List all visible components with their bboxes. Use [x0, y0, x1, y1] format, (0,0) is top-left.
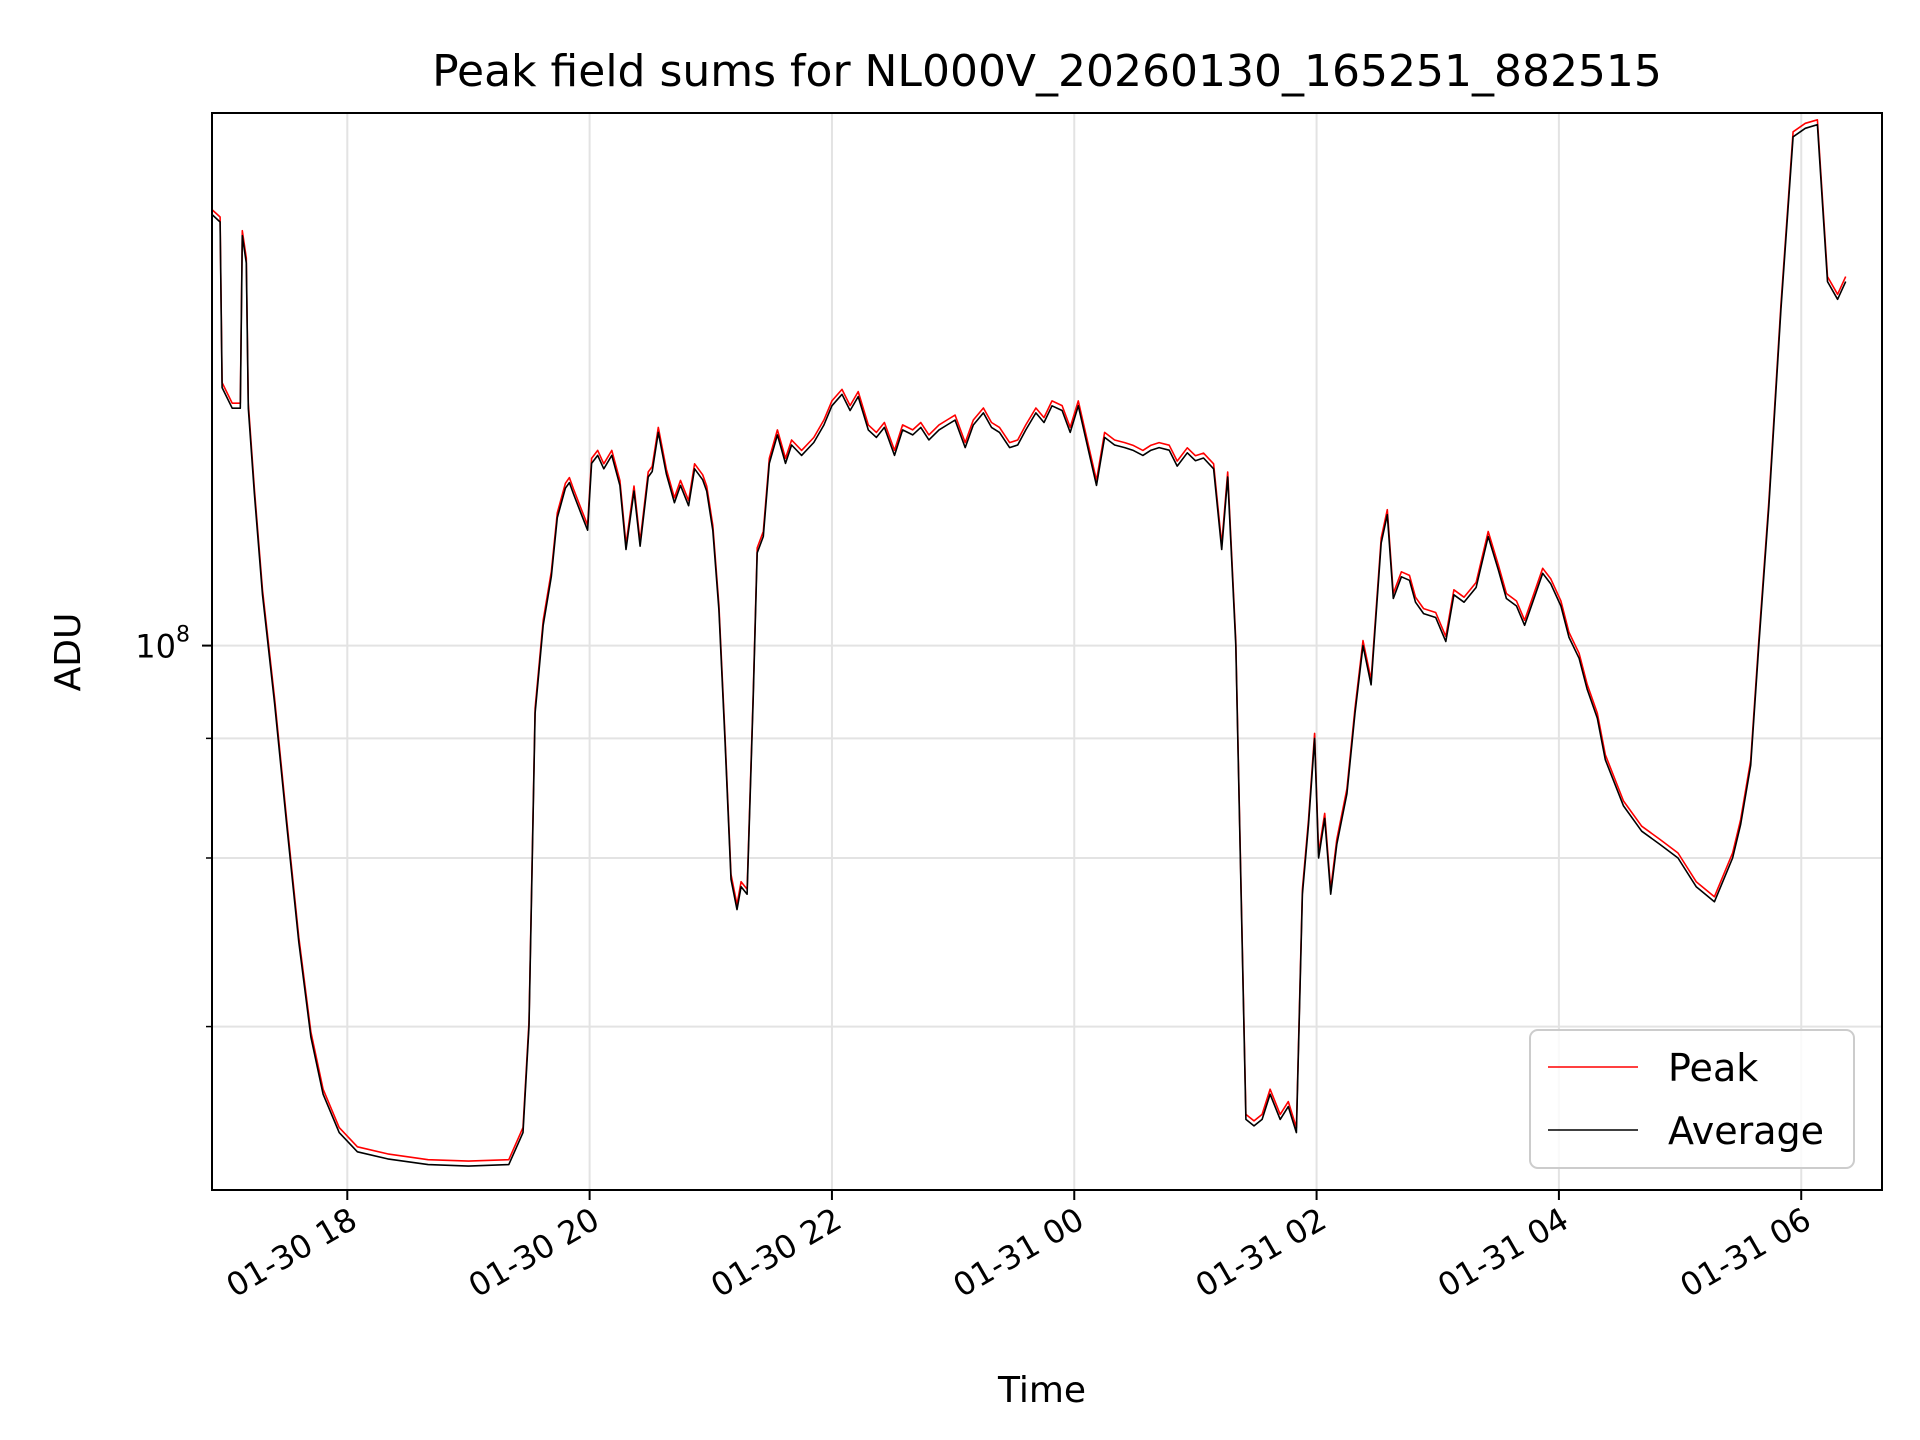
- grid: [212, 113, 1882, 1190]
- series-line-average: [211, 123, 1847, 1167]
- legend-label-peak: Peak: [1668, 1046, 1758, 1090]
- legend: Peak Average: [1529, 1029, 1855, 1169]
- series-line-peak: [211, 119, 1847, 1162]
- y-axis-label: ADU: [48, 613, 89, 692]
- legend-box: [1529, 1029, 1855, 1169]
- series-lines: [211, 119, 1847, 1167]
- plot-area-background: [212, 113, 1882, 1190]
- x-axis-label: Time: [997, 1370, 1086, 1411]
- legend-label-average: Average: [1668, 1109, 1824, 1153]
- y-tick-label: 108: [135, 623, 190, 666]
- plot-frame: [211, 112, 1883, 1191]
- chart-title: Peak field sums for NL000V_20260130_1652…: [432, 46, 1662, 97]
